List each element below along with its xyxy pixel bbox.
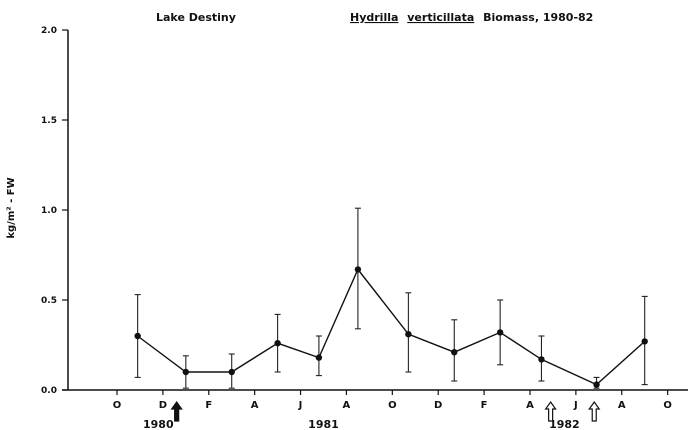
- data-point: [405, 331, 412, 338]
- data-point: [228, 368, 235, 376]
- y-tick-label: 1.5: [41, 116, 57, 126]
- y-tick-label: 0.5: [41, 296, 57, 306]
- x-tick-label: J: [573, 400, 578, 411]
- chart-title-genus: Hydrilla: [350, 11, 398, 24]
- chart-title-lake: Lake Destiny: [156, 11, 236, 24]
- y-tick-label: 2.0: [41, 26, 57, 36]
- data-point: [641, 338, 648, 345]
- biomass-series: [134, 207, 648, 389]
- x-tick-label: A: [343, 400, 351, 411]
- y-axis-label: kg/m² - FW: [6, 177, 17, 238]
- open-arrow-icon: [588, 400, 601, 422]
- year-label: 1980: [143, 418, 174, 430]
- x-tick-label: A: [618, 400, 626, 411]
- x-tick-label: F: [205, 400, 212, 411]
- y-ticks: 0.0 0.5 1.0 1.5 2.0: [41, 26, 68, 396]
- year-label: 1981: [308, 418, 339, 430]
- x-tick-label: O: [388, 400, 397, 411]
- x-tick-label: D: [434, 400, 442, 411]
- y-tick-label: 1.0: [41, 206, 57, 216]
- x-tick-label: O: [663, 400, 672, 411]
- data-point: [315, 354, 323, 361]
- chart-title-rest: Biomass, 1980-82: [483, 11, 593, 24]
- series-line: [137, 268, 646, 386]
- x-tick-label: A: [526, 400, 534, 411]
- chart-title-epithet: verticillata: [407, 11, 474, 24]
- data-point: [134, 332, 141, 340]
- data-point: [451, 349, 458, 356]
- data-point: [593, 381, 600, 388]
- year-labels: 1980 1981 1982: [143, 418, 580, 430]
- y-tick-label: 0.0: [41, 386, 57, 396]
- data-point: [182, 368, 190, 376]
- data-point: [274, 340, 281, 347]
- filled-arrow-icon: [170, 400, 183, 422]
- data-point: [354, 266, 362, 273]
- year-label: 1982: [549, 418, 580, 430]
- data-point: [496, 329, 504, 336]
- x-tick-label: F: [481, 400, 488, 411]
- x-tick-label: J: [298, 400, 303, 411]
- data-point: [538, 356, 545, 363]
- x-tick-label: O: [113, 400, 122, 411]
- open-arrow-icon: [544, 400, 557, 422]
- chart-title-species: Hydrilla verticillata Biomass, 1980-82: [350, 11, 593, 24]
- x-tick-label: A: [251, 400, 259, 411]
- date-arrows: [170, 400, 601, 422]
- x-tick-label: D: [159, 400, 167, 411]
